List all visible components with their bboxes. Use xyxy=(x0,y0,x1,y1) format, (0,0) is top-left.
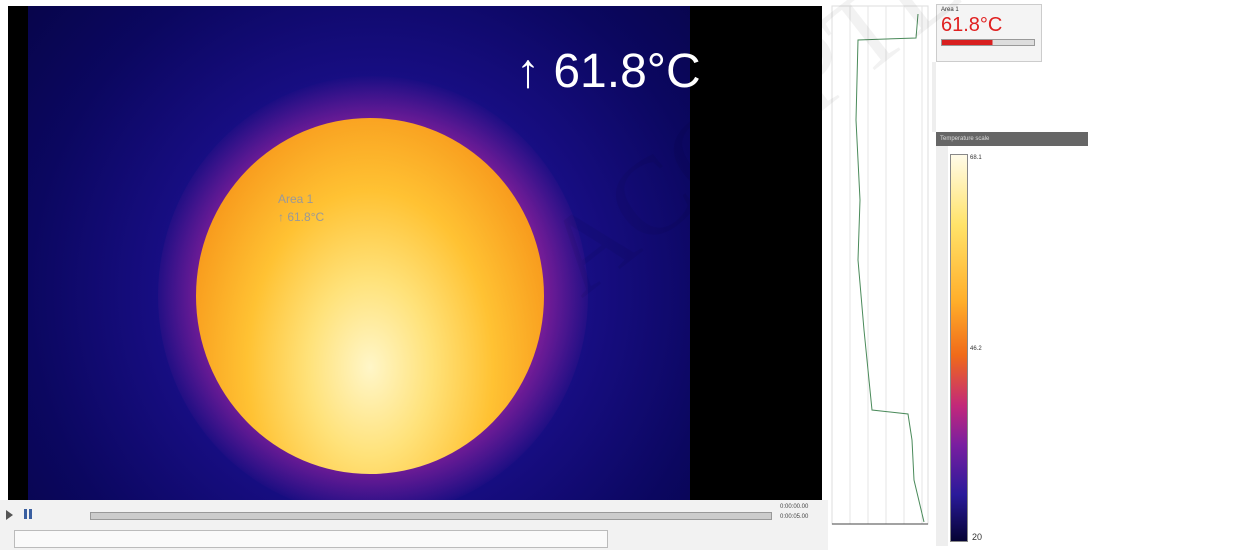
time-total: 0:00:05.00 xyxy=(780,514,809,520)
profile-panel xyxy=(831,5,929,525)
right-strip xyxy=(690,6,822,500)
area-value: 61.8°C xyxy=(941,14,1003,36)
spot-value: ↑ 61.8°C xyxy=(278,210,325,224)
scale-header: Temperature scale xyxy=(936,132,1088,146)
profile-frame xyxy=(831,5,929,525)
hot-object xyxy=(196,118,544,474)
play-button[interactable] xyxy=(6,510,13,520)
thermal-view: Area 1 ↑ 61.8°C ↑ 61.8°C xyxy=(8,6,822,500)
color-bar xyxy=(950,154,968,542)
scale-panel xyxy=(936,146,948,546)
area-label: Area 1 xyxy=(941,7,959,13)
area-panel-bg xyxy=(932,62,936,132)
area-panel: Area 1 61.8°C xyxy=(936,4,1042,62)
spot-label: Area 1 xyxy=(278,192,314,206)
player-controls: 0:00:00.00 0:00:05.00 xyxy=(0,500,828,550)
left-strip xyxy=(8,6,28,500)
scale-mid: 46.2 xyxy=(970,346,982,352)
timeline[interactable] xyxy=(14,530,608,548)
time-current: 0:00:00.00 xyxy=(780,504,809,510)
overlay-temperature: ↑ 61.8°C xyxy=(516,45,701,98)
scale-max: 68.1 xyxy=(970,155,982,161)
profile-line xyxy=(855,13,925,523)
profile-grid xyxy=(849,6,923,524)
area-bar xyxy=(941,39,1035,46)
scale-min: 20 xyxy=(972,532,983,542)
seek-bar[interactable] xyxy=(90,512,772,520)
pause-button[interactable] xyxy=(24,509,32,519)
